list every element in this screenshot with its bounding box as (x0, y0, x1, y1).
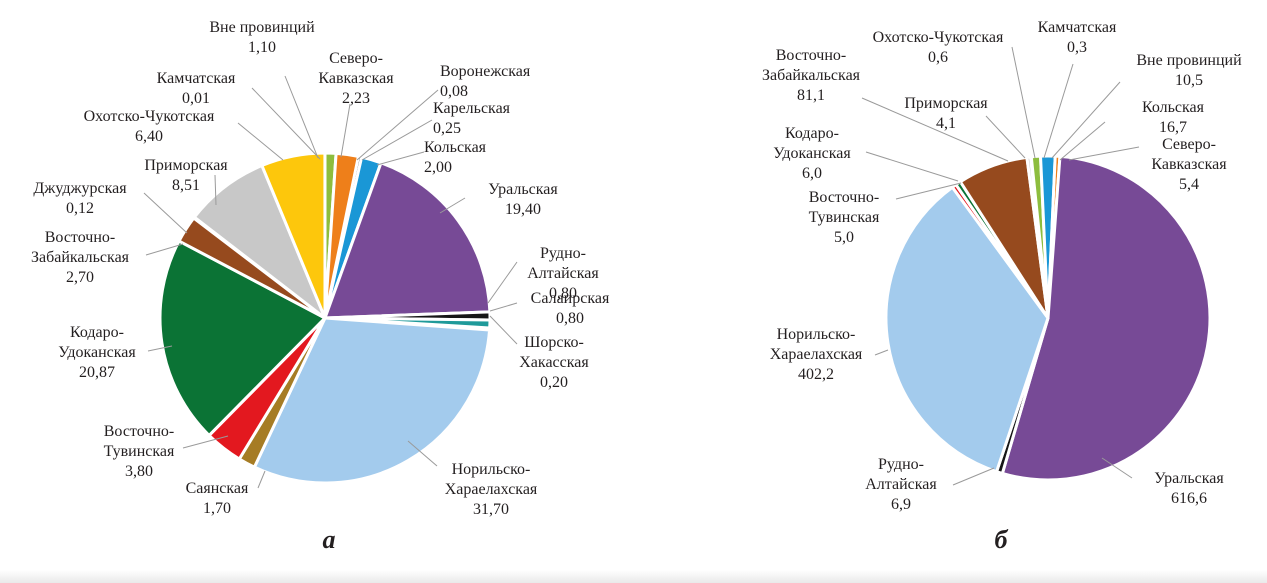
slice-label-рудно-алтайская: Рудно-Алтайская 0,80 (527, 245, 599, 302)
leader-line-уральская (1101, 457, 1133, 479)
leader-line-джуджурская (143, 192, 188, 234)
slice-label-охотско-чукотская: Охотско-Чукотская 6,40 (84, 108, 215, 145)
panel-label-b: б (995, 525, 1009, 554)
leader-line-саянская (257, 470, 266, 489)
pie-slice-уральская (323, 161, 492, 320)
leader-line-камчатская (251, 87, 321, 160)
leader-line-салаирская (489, 302, 518, 312)
leader-line-северо-кавказская (1068, 146, 1140, 161)
pie-chart-b: Охотско-Чукотская 0,6 Камчатская 0,3 Вне про… (762, 19, 1242, 513)
slice-label-норильско-хараелахская: Норильско-Хараелахская 402,2 (770, 326, 863, 383)
leader-line-приморская (985, 115, 1026, 159)
pie-slice-приморская (1025, 155, 1050, 320)
leader-line-северо-кавказская (340, 103, 351, 158)
leader-line-норильско-хараелахская (874, 349, 889, 356)
slice-label-северо-кавказская: Северо-Кавказская 2,23 (318, 50, 394, 107)
leader-line-уральская (439, 197, 466, 214)
leader-line-кольская (1059, 121, 1106, 161)
slice-label-саянская: Саянская 1,70 (186, 480, 249, 517)
slice-label-камчатская: Камчатская 0,01 (157, 70, 236, 107)
slice-label-кольская: Кольская 16,7 (1142, 99, 1205, 136)
leader-line-восточно-тувинская (182, 435, 229, 449)
leader-line-вне-провинций (284, 75, 319, 159)
leader-line-карельская (361, 119, 433, 161)
leader-line-кодаро-удоканская (865, 151, 959, 182)
slice-label-воронежская: Воронежская 0,08 (440, 63, 531, 100)
slice-label-камчатская: Камчатская 0,3 (1038, 19, 1117, 56)
leader-line-рудно-алтайская (952, 467, 995, 486)
slice-label-восточно-забайкальская: Восточно-Забайкальская 81,1 (762, 47, 861, 104)
leader-line-восточно-забайкальская (145, 243, 184, 256)
slice-label-кодаро-удоканская: Кодаро-Удоканская 20,87 (58, 324, 136, 381)
leader-line-приморская (214, 174, 217, 206)
slice-label-вне-провинций: Вне провинций 1,10 (209, 19, 315, 56)
leader-line-вне-провинций (1051, 81, 1121, 159)
leader-line-восточно-тувинская (895, 182, 962, 200)
slice-label-джуджурская: Джуджурская 0,12 (33, 180, 127, 217)
slice-label-вне-провинций: Вне провинций 10,5 (1136, 52, 1242, 89)
slice-label-восточно-тувинская: Восточно-Тувинская 5,0 (809, 189, 880, 246)
slice-label-уральская: Уральская 616,6 (1154, 470, 1224, 507)
pie-slice-норильско-хараелахская (884, 185, 1050, 474)
cropped-caption-strip (0, 570, 1267, 583)
slice-label-норильско-хараелахская: Норильско-Хараелахская 31,70 (445, 461, 538, 518)
pie-slice-уральская (1000, 154, 1212, 482)
slice-label-кодаро-удоканская: Кодаро-Удоканская 6,0 (773, 125, 851, 182)
leader-line-кодаро-удоканская (147, 345, 173, 352)
slice-label-северо-кавказская: Северо-Кавказская 5,4 (1151, 136, 1227, 193)
leader-line-шорско-хакасская (489, 315, 518, 345)
leader-line-норильско-хараелахская (407, 440, 438, 467)
slice-label-кольская: Кольская 2,00 (424, 139, 487, 176)
pie-slice-норильско-хараелахская (252, 316, 492, 485)
slice-label-салаирская: Салаирская 0,80 (531, 290, 610, 327)
slice-label-восточно-забайкальская: Восточно-Забайкальская 2,70 (31, 229, 130, 286)
slice-label-восточно-тувинская: Восточно-Тувинская 3,80 (104, 423, 175, 480)
slice-label-охотско-чукотская: Охотско-Чукотская 0,6 (873, 29, 1004, 66)
leader-line-камчатская (1043, 63, 1074, 159)
slice-label-уральская: Уральская 19,40 (488, 181, 558, 218)
slice-label-шорско-хакасская: Шорско-Хакасская 0,20 (519, 334, 589, 391)
leader-line-рудно-алтайская (487, 261, 518, 304)
slice-label-приморская: Приморская 8,51 (144, 157, 228, 194)
slice-label-рудно-алтайская: Рудно-Алтайская 6,9 (865, 456, 937, 513)
leader-line-кольская (376, 151, 425, 166)
panel-label-a: а (323, 525, 336, 554)
leader-line-охотско-чукотская (1011, 46, 1036, 159)
leader-line-восточно-забайкальская (861, 97, 1009, 162)
slice-label-карельская: Карельская 0,25 (433, 100, 511, 137)
leader-line-воронежская (356, 89, 439, 161)
pie-slice-приморская (192, 164, 327, 320)
pie-slice-кодаро-удоканская (158, 239, 327, 437)
slice-label-приморская: Приморская 4,1 (904, 95, 988, 132)
leader-line-охотско-чукотская (237, 122, 284, 161)
